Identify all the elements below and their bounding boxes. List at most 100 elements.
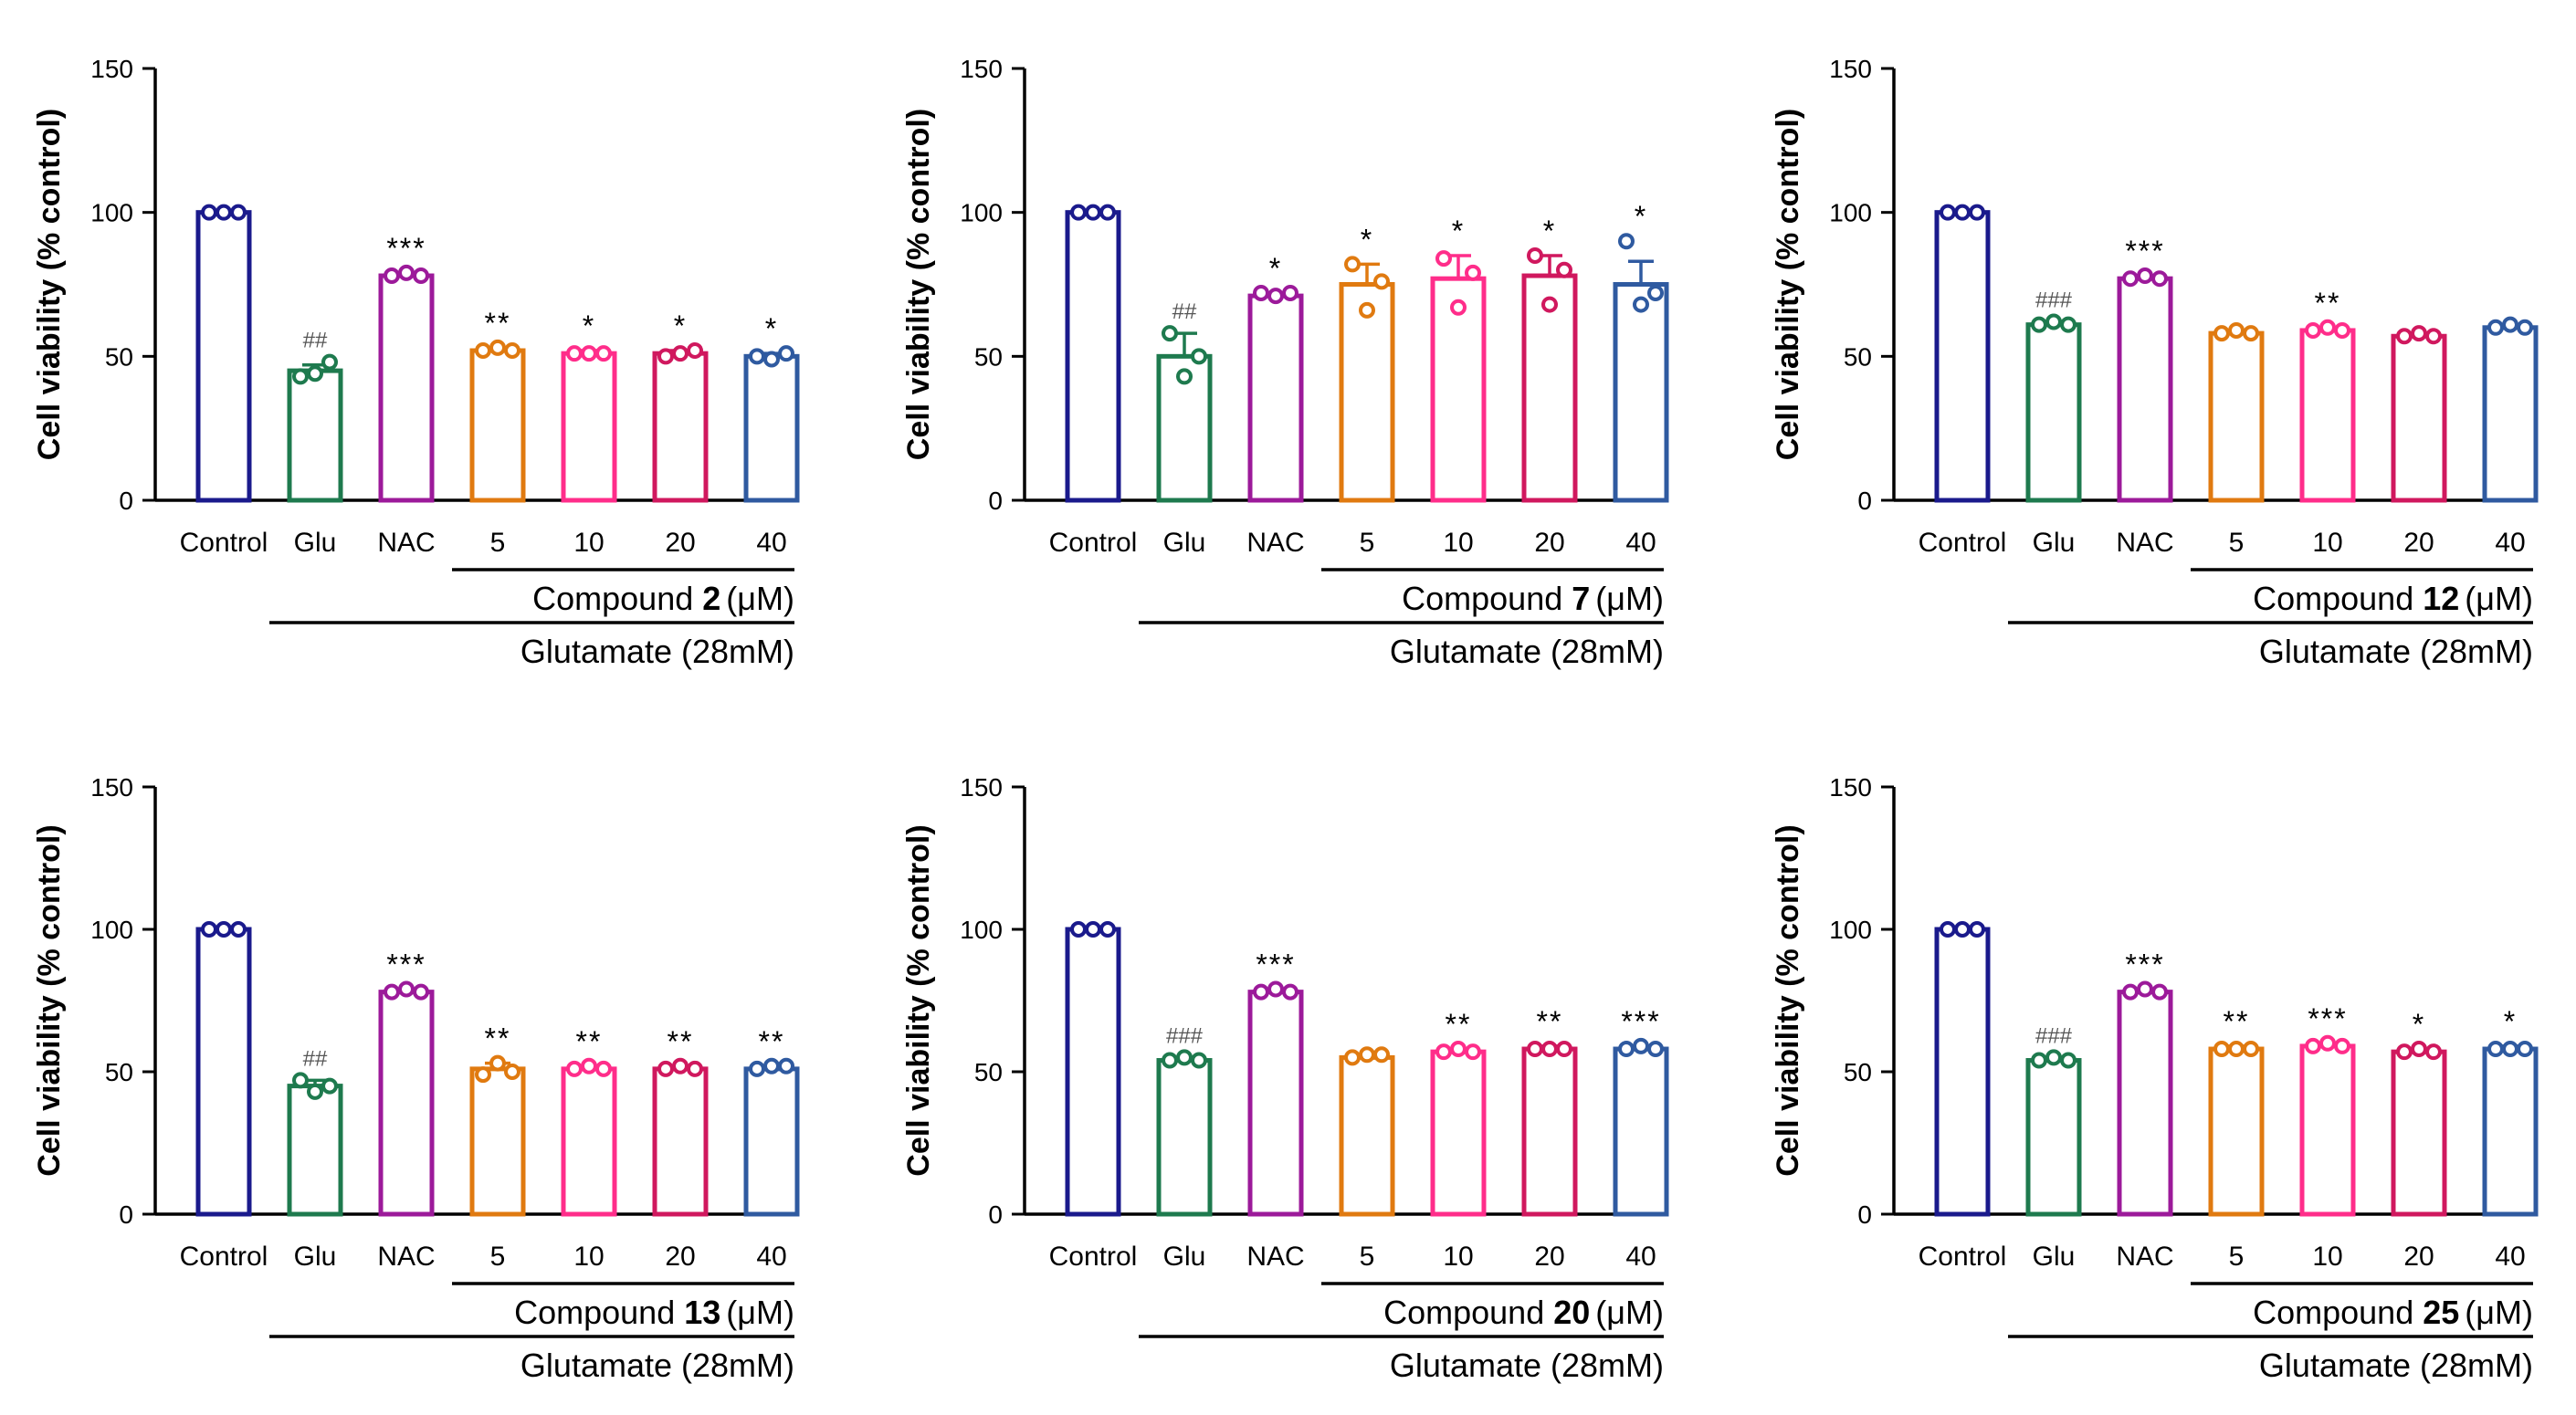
significance-label: ### [1166, 1023, 1204, 1048]
bar-4 [469, 1066, 526, 1217]
y-tick-label: 100 [1829, 916, 1872, 944]
data-point [2517, 1041, 2533, 1058]
data-point [657, 348, 674, 365]
data-point [1099, 204, 1116, 221]
bar-6 [1521, 273, 1578, 503]
x-tick-label: 10 [2312, 528, 2342, 558]
data-point [2319, 319, 2336, 336]
glutamate-label: Glutamate (28mM) [520, 633, 794, 670]
glutamate-label: Glutamate (28mM) [2259, 1347, 2533, 1384]
data-point [1647, 284, 1664, 301]
y-tick-label: 0 [988, 487, 1003, 515]
significance-label: ** [576, 1025, 603, 1058]
data-point [2305, 321, 2321, 339]
significance-label: *** [386, 232, 426, 265]
data-point [2243, 325, 2259, 342]
data-point [1253, 983, 1269, 1001]
glutamate-label: Glutamate (28mM) [1390, 1347, 1664, 1384]
x-tick-label: 10 [2312, 1242, 2342, 1272]
y-axis-label: Cell viability (% control) [901, 824, 936, 1176]
x-tick-label: 40 [756, 528, 786, 558]
data-point [230, 921, 247, 938]
data-point [1969, 921, 1985, 938]
x-tick-label: Control [180, 1242, 268, 1272]
y-tick-label: 50 [974, 342, 1003, 371]
data-point [1162, 1052, 1178, 1069]
data-point [1373, 273, 1390, 290]
data-point [2502, 1041, 2518, 1058]
significance-label: * [674, 309, 687, 342]
significance-label: ** [485, 1022, 511, 1055]
data-point [1176, 1049, 1193, 1066]
data-point [216, 204, 232, 221]
significance-label: * [583, 309, 595, 342]
data-point [566, 1060, 583, 1077]
bar-1 [195, 927, 252, 1217]
data-point [1099, 921, 1116, 938]
chart-panel-5: 0 50 100 150 Cell viability (% control) Contr… [901, 773, 1669, 1384]
compound-label: Compound 13 (μM) [514, 1294, 794, 1331]
significance-label: ### [2035, 288, 2073, 312]
data-point [2031, 1052, 2047, 1069]
x-tick-label: Glu [294, 1242, 337, 1272]
x-tick-label: Control [1049, 528, 1138, 558]
compound-label: Compound 7 (μM) [1402, 580, 1664, 617]
chart-panel-4: 0 50 100 150 Cell viability (% control) Contr… [32, 773, 800, 1384]
data-point [2502, 316, 2518, 333]
y-tick-label: 0 [1857, 487, 1872, 515]
y-tick-label: 100 [960, 916, 1003, 944]
compound-number: 2 [702, 580, 720, 617]
x-tick-label: 40 [1625, 1242, 1656, 1272]
data-point [2228, 321, 2245, 339]
data-point [504, 342, 520, 360]
data-point [292, 1072, 309, 1089]
significance-label: * [765, 312, 778, 345]
significance-label: * [1361, 223, 1373, 256]
x-tick-label: NAC [2116, 528, 2173, 558]
data-point [2045, 1049, 2062, 1066]
bar-7 [1613, 1046, 1669, 1217]
bar-6 [2391, 333, 2447, 503]
y-tick-label: 100 [90, 916, 133, 944]
data-point [1647, 1041, 1664, 1058]
y-tick-label: 50 [1844, 342, 1872, 371]
data-point [201, 921, 217, 938]
significance-label: ## [1172, 299, 1197, 324]
bar-4 [2208, 330, 2265, 503]
data-point [292, 368, 309, 385]
y-tick-label: 50 [105, 342, 133, 371]
compound-number: 7 [1572, 580, 1590, 617]
y-axis-label: Cell viability (% control) [901, 109, 936, 460]
data-point [2425, 328, 2442, 345]
x-tick-label: Glu [1163, 528, 1206, 558]
x-tick-label: 10 [573, 528, 604, 558]
bar-5 [1430, 1049, 1487, 1217]
bar-2 [2025, 322, 2082, 503]
data-point [2487, 1041, 2504, 1058]
data-point [1940, 204, 1956, 221]
bar-2 [2025, 1058, 2082, 1217]
data-point [384, 983, 400, 1001]
compound-word: Compound [514, 1294, 675, 1331]
compound-label: Compound 25 (μM) [2253, 1294, 2533, 1331]
significance-label: ## [303, 1046, 328, 1071]
data-point [398, 980, 415, 998]
data-point [1618, 233, 1635, 250]
y-axis-label: Cell viability (% control) [32, 824, 67, 1176]
data-point [595, 345, 612, 362]
significance-label: ### [2035, 1023, 2073, 1048]
significance-label: ## [303, 329, 328, 353]
compound-unit: (μM) [726, 1294, 794, 1331]
significance-label: ** [668, 1025, 694, 1058]
x-tick-label: 10 [1443, 1242, 1473, 1272]
bar-3 [2117, 990, 2173, 1217]
data-point [1253, 284, 1269, 301]
data-point [2411, 1041, 2427, 1058]
x-tick-label: NAC [2116, 1242, 2173, 1272]
data-point [2334, 1037, 2350, 1054]
x-tick-label: 5 [1360, 1242, 1375, 1272]
bar-1 [1934, 210, 1991, 503]
significance-label: ** [2224, 1005, 2250, 1038]
data-point [778, 1057, 794, 1074]
